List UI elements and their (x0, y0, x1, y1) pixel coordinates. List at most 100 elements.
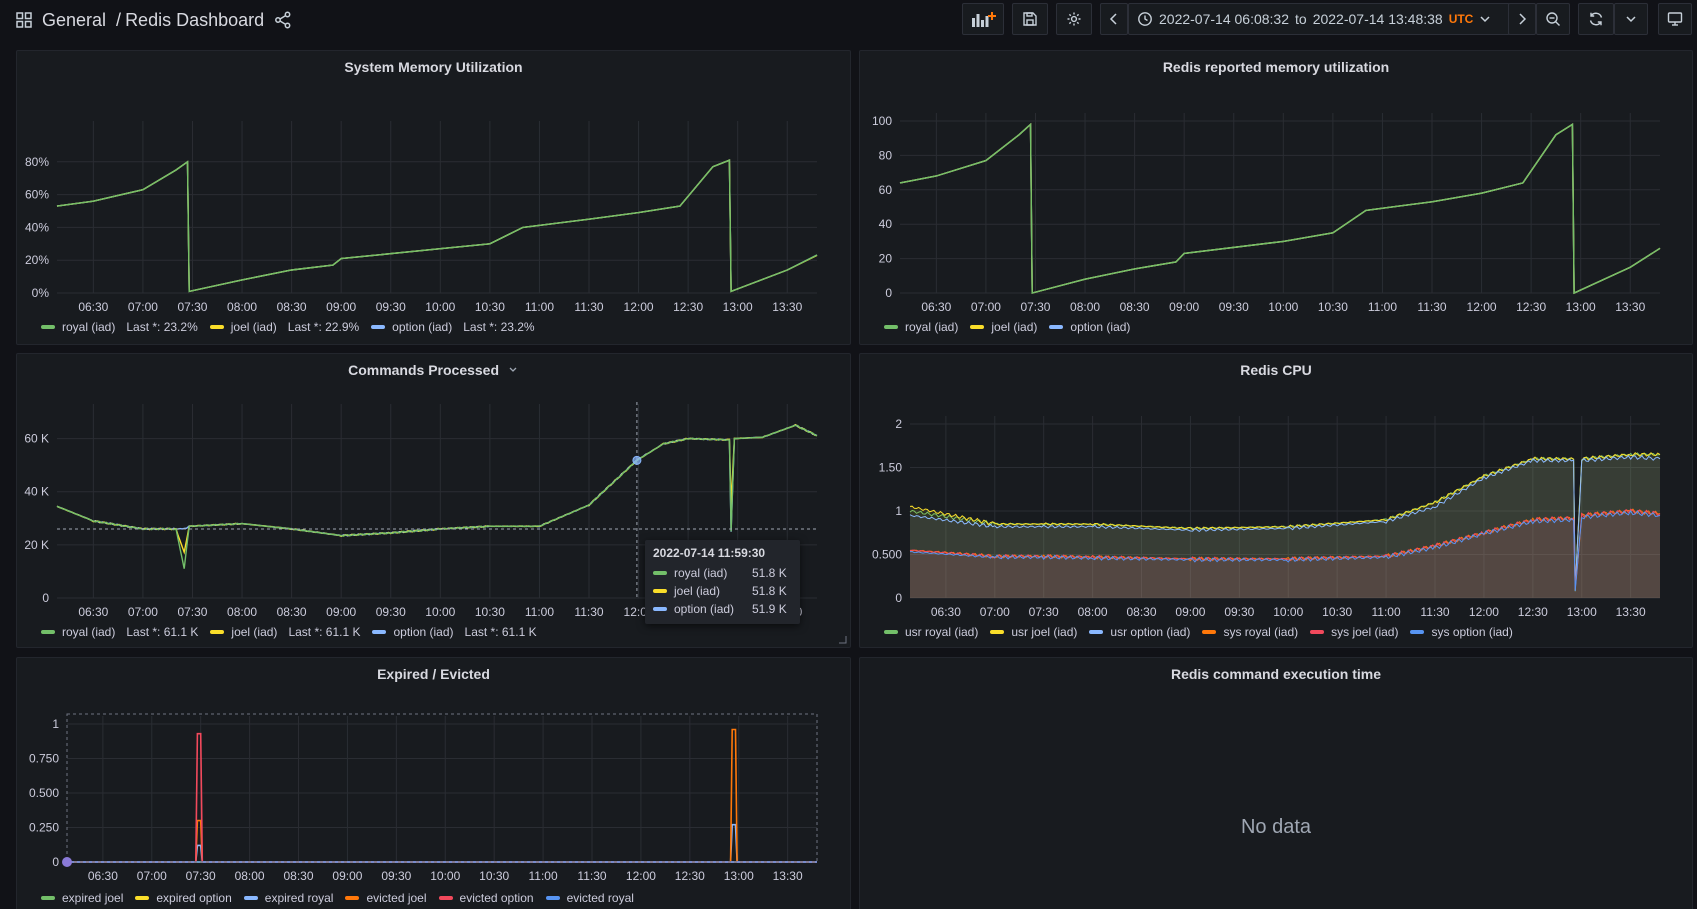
y-tick-label: 0.250 (29, 821, 59, 835)
top-navbar: General / Redis Dashboard 2022-07-14 06:… (0, 0, 1697, 40)
x-tick-label: 10:30 (475, 300, 505, 314)
series-area (910, 455, 1660, 598)
legend-item[interactable]: usr joel (iad) (990, 625, 1077, 639)
series-line (909, 455, 1661, 589)
y-tick-label: 0.750 (29, 752, 59, 766)
panel-title-text[interactable]: Commands Processed (348, 362, 500, 378)
dashboard-title[interactable]: Redis Dashboard (125, 9, 265, 30)
breadcrumb-separator: / (116, 9, 122, 30)
panel-redis-memory[interactable]: Redis reported memory utilization 0 20 40 6… (859, 50, 1693, 345)
legend-item[interactable]: expired option (135, 891, 232, 905)
series-line (56, 423, 818, 555)
legend-item[interactable]: expired joel (41, 891, 123, 905)
legend-item[interactable]: royal (iad) Last *: 23.2% (41, 320, 198, 334)
legend-item[interactable]: evicted option (438, 891, 534, 905)
x-tick-label: 12:00 (624, 300, 654, 314)
tooltip-swatch (653, 589, 667, 593)
legend-item[interactable]: expired royal (243, 891, 334, 905)
dashboard-settings-button[interactable] (1056, 3, 1092, 35)
legend-label: usr joel (iad) (1011, 625, 1078, 639)
panel-expired-evicted[interactable]: Expired / Evicted 0 0.250 0.500 0.750 1 06:30… (16, 657, 851, 909)
legend-item[interactable]: sys royal (iad) (1202, 625, 1298, 639)
legend-item[interactable]: joel (iad) Last *: 61.1 K (210, 625, 360, 639)
legend-item[interactable]: royal (iad) Last *: 61.1 K (41, 625, 198, 639)
legend-item[interactable]: joel (iad) Last *: 22.9% (209, 320, 359, 334)
legend-item[interactable]: sys option (iad) (1410, 625, 1513, 639)
redis-cpu-chart[interactable]: 0 0.500 1 1.50 2 06:30 07:00 07:30 08:00 08:30 09:… (860, 354, 1693, 648)
legend-item[interactable]: option (iad) Last *: 23.2% (371, 320, 535, 334)
resize-handle-icon[interactable] (839, 636, 847, 644)
save-dashboard-button[interactable] (1012, 3, 1048, 35)
x-tick-label: 11:00 (525, 605, 554, 619)
legend-label: expired royal (264, 891, 334, 905)
panel-title[interactable]: Expired / Evicted (377, 666, 490, 682)
tv-mode-button[interactable] (1658, 3, 1692, 35)
series-line (56, 159, 818, 293)
time-shift-back-button[interactable] (1100, 3, 1128, 35)
legend-item[interactable]: usr option (iad) (1089, 625, 1190, 639)
legend-last-value: Last *: 23.2% (126, 320, 198, 334)
x-tick-label: 13:30 (773, 869, 803, 883)
x-tick-label: 11:00 (1368, 300, 1397, 314)
add-panel-button[interactable] (962, 3, 1004, 35)
panel-system-memory[interactable]: System Memory Utilization 0% 20% 40% 60% 80%… (16, 50, 851, 345)
x-tick-label: 07:30 (177, 605, 207, 619)
tooltip-swatch (653, 607, 667, 611)
y-tick-label: 20% (25, 253, 49, 267)
x-tick-label: 08:30 (1127, 605, 1157, 619)
panel-title[interactable]: System Memory Utilization (344, 59, 523, 75)
legend-item[interactable]: option (iad) (1049, 320, 1130, 334)
system-memory-chart[interactable]: 0% 20% 40% 60% 80% 06:30 07:00 07:30 08:00 08:30 0… (17, 51, 851, 345)
legend-item[interactable]: option (iad) Last *: 61.1 K (372, 625, 537, 639)
tooltip-series-name: joel (iad) (674, 584, 721, 598)
x-tick-label: 06:30 (78, 300, 108, 314)
expired-evicted-chart[interactable]: 0 0.250 0.500 0.750 1 06:30 07:00 07:30 08:00 08:… (17, 658, 851, 909)
apps-icon[interactable] (16, 12, 32, 28)
legend-swatch (41, 630, 55, 634)
zoom-out-button[interactable] (1536, 3, 1570, 35)
legend-item[interactable]: sys joel (iad) (1310, 625, 1398, 639)
x-tick-label: 09:30 (1219, 300, 1249, 314)
x-tick-label: 09:00 (332, 869, 362, 883)
x-tick-label: 08:00 (227, 605, 257, 619)
share-icon[interactable] (274, 11, 292, 29)
panel-title[interactable]: Redis reported memory utilization (1162, 59, 1390, 75)
legend-item[interactable]: usr royal (iad) (884, 625, 978, 639)
panel-title[interactable]: Commands Processed (17, 362, 850, 382)
chart-legend: expired joel expired option expired royal e… (41, 890, 646, 906)
time-picker-button[interactable]: 2022-07-14 06:08:32 to 2022-07-14 13:48:… (1128, 3, 1510, 35)
tooltip-row: joel (iad) 51.8 K (653, 582, 792, 600)
x-tick-label: 12:00 (626, 869, 656, 883)
breadcrumb-folder[interactable]: General (42, 9, 107, 30)
legend-item[interactable]: joel (iad) (970, 320, 1037, 334)
redis-memory-chart[interactable]: 0 20 40 60 80 100 06:30 07:00 07:30 08:00 08:30 09:… (860, 51, 1693, 345)
legend-label: option (iad) (393, 625, 454, 639)
settings-icon (1067, 12, 1081, 26)
legend-label: evicted joel (366, 891, 427, 905)
legend-label: royal (iad) (62, 320, 116, 334)
chevron-down-icon[interactable] (507, 365, 519, 375)
x-tick-label: 08:30 (277, 300, 307, 314)
panel-redis-cpu[interactable]: Redis CPU 0 0.500 1 1.50 2 06:30 07:00 07:30 08:… (859, 353, 1693, 648)
legend-item[interactable]: evicted joel (345, 891, 427, 905)
y-tick-label: 60 K (24, 432, 49, 446)
x-tick-label: 07:30 (1029, 605, 1059, 619)
legend-swatch (990, 630, 1005, 634)
legend-item[interactable]: evicted royal (545, 891, 634, 905)
y-tick-label: 20 K (24, 538, 49, 552)
series-line (67, 823, 817, 863)
panel-command-exec-time[interactable]: Redis command execution time No data (859, 657, 1693, 909)
refresh-interval-button[interactable] (1614, 3, 1648, 35)
panel-title[interactable]: Redis command execution time (1170, 666, 1382, 682)
x-tick-label: 11:30 (574, 605, 603, 619)
legend-item[interactable]: royal (iad) (884, 320, 958, 334)
x-tick-label: 12:00 (1467, 300, 1497, 314)
x-tick-label: 12:00 (1469, 605, 1499, 619)
x-tick-label: 07:00 (128, 300, 158, 314)
x-tick-label: 11:30 (1420, 605, 1449, 619)
chevron-right-icon (1519, 13, 1527, 25)
panel-title[interactable]: Redis CPU (1240, 362, 1312, 378)
time-shift-forward-button[interactable] (1508, 3, 1536, 35)
tooltip-value: 51.8 K (752, 584, 787, 598)
refresh-button[interactable] (1578, 3, 1614, 35)
